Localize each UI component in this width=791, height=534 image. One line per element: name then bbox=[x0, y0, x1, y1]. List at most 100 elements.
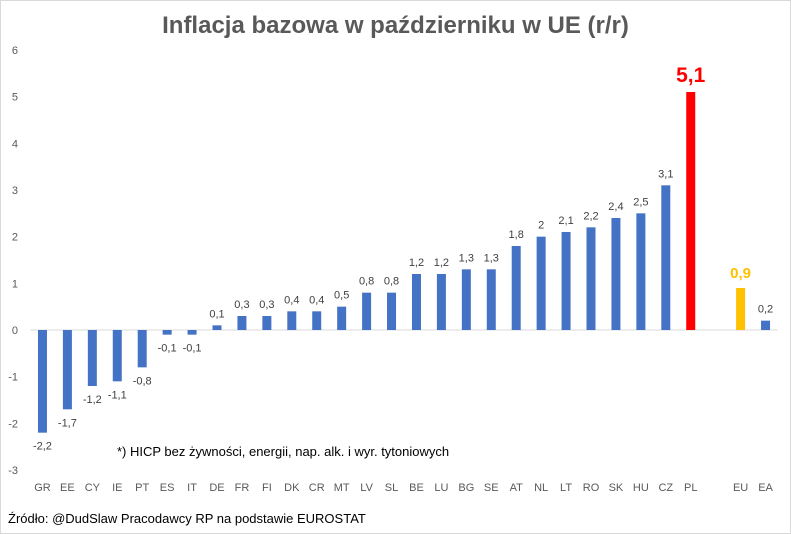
x-tick-label: IT bbox=[187, 482, 197, 494]
x-tick-label: IE bbox=[112, 482, 122, 494]
x-tick-label: SK bbox=[609, 482, 624, 494]
x-tick-label: PT bbox=[135, 482, 149, 494]
data-label: 0,1 bbox=[209, 308, 224, 320]
x-tick-label: EU bbox=[733, 482, 748, 494]
data-label: -0,1 bbox=[158, 343, 177, 355]
bar bbox=[761, 320, 771, 330]
bar bbox=[636, 213, 646, 330]
x-tick-label: PL bbox=[684, 482, 697, 494]
x-tick-label: SL bbox=[385, 482, 398, 494]
bar bbox=[661, 185, 671, 330]
x-tick-label: AT bbox=[510, 482, 524, 494]
data-label: -0,8 bbox=[133, 375, 152, 387]
data-label: -1,7 bbox=[58, 417, 77, 429]
data-label: -1,1 bbox=[108, 389, 127, 401]
x-tick-label: EA bbox=[758, 482, 773, 494]
data-label: 2,4 bbox=[608, 201, 623, 213]
y-tick-label: 2 bbox=[12, 232, 18, 244]
x-tick-label: LV bbox=[360, 482, 373, 494]
x-tick-label: EE bbox=[60, 482, 75, 494]
x-tick-label: ES bbox=[160, 482, 175, 494]
bar bbox=[461, 269, 471, 330]
bar bbox=[387, 292, 397, 330]
bar bbox=[187, 330, 197, 335]
footnote: *) HICP bez żywności, energii, nap. alk.… bbox=[117, 444, 450, 459]
data-label: 1,8 bbox=[509, 229, 524, 241]
x-tick-label: LU bbox=[434, 482, 448, 494]
y-tick-label: -1 bbox=[8, 372, 18, 384]
bar bbox=[162, 330, 172, 335]
data-label: 1,2 bbox=[434, 257, 449, 269]
y-tick-label: -3 bbox=[8, 465, 18, 477]
bar bbox=[137, 330, 147, 368]
y-tick-label: -2 bbox=[8, 418, 18, 430]
x-tick-label: DK bbox=[284, 482, 300, 494]
bar bbox=[561, 232, 571, 330]
bar bbox=[237, 316, 247, 330]
data-label: 5,1 bbox=[676, 64, 706, 87]
x-tick-label: BE bbox=[409, 482, 424, 494]
bar bbox=[212, 325, 222, 330]
data-label: 3,1 bbox=[658, 168, 673, 180]
source-note: Źródło: @DudSlaw Pracodawcy RP na podsta… bbox=[8, 511, 366, 526]
x-tick-label: DE bbox=[209, 482, 224, 494]
data-label: 0,4 bbox=[309, 294, 324, 306]
x-tick-label: CR bbox=[309, 482, 325, 494]
data-label: 0,3 bbox=[234, 299, 249, 311]
data-label: 0,2 bbox=[758, 304, 773, 316]
chart-title: Inflacja bazowa w październiku w UE (r/r… bbox=[162, 12, 629, 39]
x-tick-label: LT bbox=[560, 482, 572, 494]
bar bbox=[486, 269, 496, 330]
x-tick-label: FI bbox=[262, 482, 272, 494]
data-label: 1,2 bbox=[409, 257, 424, 269]
bar bbox=[736, 288, 746, 330]
y-tick-label: 5 bbox=[12, 92, 18, 104]
bar bbox=[511, 246, 521, 330]
data-label: 0,9 bbox=[730, 265, 751, 282]
data-label: 0,8 bbox=[384, 276, 399, 288]
data-label: 0,8 bbox=[359, 276, 374, 288]
x-tick-label: BG bbox=[458, 482, 474, 494]
data-label: 1,3 bbox=[484, 252, 499, 264]
bar bbox=[87, 330, 97, 386]
bar bbox=[362, 292, 372, 330]
x-tick-label: MT bbox=[334, 482, 350, 494]
data-label: 2,5 bbox=[633, 196, 648, 208]
y-tick-label: 3 bbox=[12, 185, 18, 197]
x-tick-label: NL bbox=[534, 482, 548, 494]
y-tick-label: 6 bbox=[12, 45, 18, 57]
bar bbox=[436, 274, 446, 330]
data-label: -2,2 bbox=[33, 441, 52, 453]
bar bbox=[586, 227, 596, 330]
x-tick-label: CY bbox=[85, 482, 101, 494]
x-tick-label: RO bbox=[583, 482, 600, 494]
data-label: -0,1 bbox=[183, 343, 202, 355]
x-tick-label: CZ bbox=[658, 482, 673, 494]
data-label: 2 bbox=[538, 220, 544, 232]
data-label: 0,4 bbox=[284, 294, 299, 306]
data-label: 0,5 bbox=[334, 290, 349, 302]
data-label: 0,3 bbox=[259, 299, 274, 311]
bar bbox=[337, 306, 347, 330]
x-tick-label: HU bbox=[633, 482, 649, 494]
y-tick-label: 1 bbox=[12, 278, 18, 290]
bar bbox=[611, 218, 621, 330]
data-label: 2,1 bbox=[558, 215, 573, 227]
bar bbox=[62, 330, 72, 410]
x-tick-label: GR bbox=[34, 482, 51, 494]
y-tick-label: 4 bbox=[12, 138, 18, 150]
data-label: -1,2 bbox=[83, 394, 102, 406]
bar bbox=[37, 330, 47, 433]
bar bbox=[287, 311, 297, 330]
bar bbox=[262, 316, 272, 330]
data-label: 1,3 bbox=[459, 252, 474, 264]
x-tick-label: SE bbox=[484, 482, 499, 494]
bar bbox=[686, 92, 696, 330]
y-tick-label: 0 bbox=[12, 325, 18, 337]
bar bbox=[312, 311, 322, 330]
bar bbox=[112, 330, 122, 382]
x-tick-label: FR bbox=[235, 482, 250, 494]
bar bbox=[536, 236, 546, 330]
data-label: 2,2 bbox=[583, 210, 598, 222]
